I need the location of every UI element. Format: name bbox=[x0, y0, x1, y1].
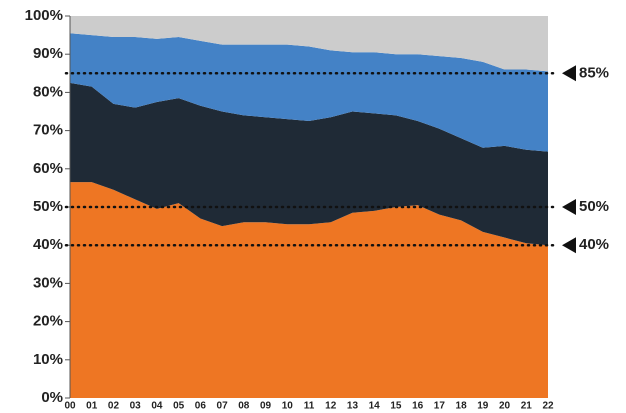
reference-marker bbox=[562, 237, 576, 254]
x-tick-label: 04 bbox=[151, 401, 163, 412]
x-tick-label: 20 bbox=[499, 401, 511, 412]
x-tick-label: 13 bbox=[347, 401, 359, 412]
y-tick-label: 90% bbox=[33, 45, 63, 62]
x-tick-label: 08 bbox=[238, 401, 250, 412]
reference-label: 85% bbox=[579, 64, 609, 81]
y-tick-label: 80% bbox=[33, 83, 63, 100]
reference-marker bbox=[562, 199, 576, 215]
y-tick-label: 100% bbox=[25, 7, 63, 24]
x-tick-label: 03 bbox=[130, 401, 142, 412]
reference-label: 50% bbox=[579, 198, 609, 215]
y-tick-label: 0% bbox=[41, 389, 63, 406]
y-tick-label: 30% bbox=[33, 274, 63, 291]
x-tick-label: 02 bbox=[108, 401, 120, 412]
x-tick-label: 12 bbox=[325, 401, 337, 412]
x-tick-label: 17 bbox=[434, 401, 446, 412]
x-tick-label: 14 bbox=[369, 401, 381, 412]
x-tick-label: 00 bbox=[64, 401, 76, 412]
x-tick-label: 06 bbox=[195, 401, 207, 412]
y-tick-label: 50% bbox=[33, 198, 63, 215]
y-tick-label: 20% bbox=[33, 313, 63, 330]
y-tick-label: 60% bbox=[33, 160, 63, 177]
x-tick-label: 19 bbox=[477, 401, 489, 412]
area bbox=[70, 182, 548, 398]
x-tick-label: 22 bbox=[542, 401, 554, 412]
x-tick-label: 05 bbox=[173, 401, 185, 412]
y-tick-label: 70% bbox=[33, 122, 63, 139]
x-tick-label: 15 bbox=[390, 401, 402, 412]
x-tick-label: 11 bbox=[304, 401, 315, 412]
x-tick-label: 21 bbox=[521, 401, 533, 412]
y-tick-label: 40% bbox=[33, 236, 63, 253]
x-tick-label: 01 bbox=[86, 401, 98, 412]
x-tick-label: 18 bbox=[456, 401, 468, 412]
x-tick-label: 07 bbox=[217, 401, 229, 412]
reference-marker bbox=[562, 65, 576, 82]
x-tick-label: 10 bbox=[282, 401, 294, 412]
reference-label: 40% bbox=[579, 236, 609, 253]
area bbox=[70, 82, 548, 246]
x-tick-label: 16 bbox=[412, 401, 424, 412]
x-tick-label: 09 bbox=[260, 401, 272, 412]
area bbox=[70, 16, 548, 72]
y-tick-label: 10% bbox=[33, 351, 63, 368]
area bbox=[70, 33, 548, 152]
